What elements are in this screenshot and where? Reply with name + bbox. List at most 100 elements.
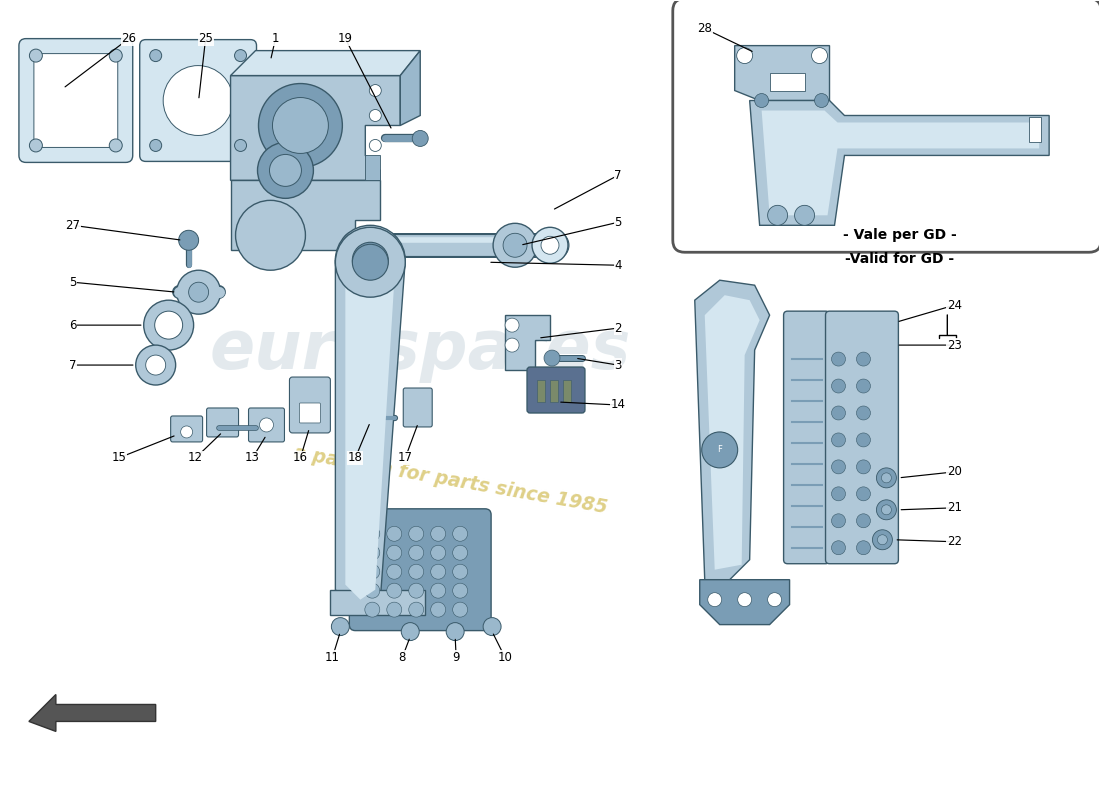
Polygon shape [761,110,1040,215]
Circle shape [857,460,870,474]
Circle shape [832,433,846,447]
Circle shape [737,48,752,63]
FancyBboxPatch shape [783,311,829,564]
Circle shape [144,300,194,350]
Circle shape [832,514,846,528]
Circle shape [878,534,888,545]
Text: 8: 8 [398,651,406,664]
Circle shape [352,242,388,278]
Circle shape [832,379,846,393]
Circle shape [857,406,870,420]
Circle shape [857,379,870,393]
Polygon shape [505,315,550,370]
Circle shape [857,433,870,447]
Text: 22: 22 [947,535,961,548]
FancyBboxPatch shape [350,509,491,630]
Circle shape [135,345,176,385]
FancyBboxPatch shape [34,54,118,147]
FancyBboxPatch shape [289,377,330,433]
Circle shape [431,583,446,598]
Circle shape [832,406,846,420]
Circle shape [857,541,870,554]
Circle shape [109,139,122,152]
Polygon shape [29,694,156,731]
Circle shape [336,227,405,297]
Bar [1030,118,1041,142]
Circle shape [832,460,846,474]
Bar [770,73,804,90]
Polygon shape [400,50,420,126]
Circle shape [453,546,468,560]
Circle shape [755,94,769,107]
Circle shape [794,206,814,226]
Circle shape [109,49,122,62]
Polygon shape [705,295,760,570]
Text: 14: 14 [610,398,626,411]
Circle shape [857,352,870,366]
Circle shape [453,564,468,579]
Text: 4: 4 [614,258,622,272]
Circle shape [872,530,892,550]
Circle shape [814,94,828,107]
Circle shape [150,139,162,151]
Circle shape [702,432,738,468]
Circle shape [493,223,537,267]
Circle shape [234,139,246,151]
Circle shape [453,526,468,542]
Circle shape [352,244,388,280]
FancyBboxPatch shape [404,388,432,427]
Circle shape [409,526,424,542]
Text: F: F [717,446,722,454]
Circle shape [431,526,446,542]
Circle shape [431,564,446,579]
Circle shape [257,142,314,198]
Text: 26: 26 [121,32,136,45]
Circle shape [387,602,402,617]
Circle shape [150,50,162,62]
Polygon shape [345,266,395,600]
Circle shape [387,583,402,598]
Circle shape [409,583,424,598]
Circle shape [505,338,519,352]
FancyBboxPatch shape [170,416,202,442]
Text: 2: 2 [614,322,622,334]
Text: 11: 11 [324,651,340,664]
Text: 21: 21 [947,502,961,514]
Polygon shape [231,180,381,250]
Circle shape [857,487,870,501]
Text: eurospares: eurospares [209,317,631,383]
Circle shape [180,426,192,438]
Circle shape [341,231,370,259]
Circle shape [409,602,424,617]
Circle shape [453,583,468,598]
Circle shape [812,48,827,63]
FancyBboxPatch shape [249,408,285,442]
Polygon shape [365,155,381,180]
Circle shape [503,234,527,258]
Circle shape [365,602,380,617]
Text: 24: 24 [947,298,961,312]
Text: 5: 5 [69,276,77,289]
Circle shape [877,500,896,520]
Circle shape [234,50,246,62]
Circle shape [260,418,274,432]
Circle shape [365,583,380,598]
FancyBboxPatch shape [673,0,1100,252]
Circle shape [505,318,519,332]
Polygon shape [336,260,405,610]
Text: 18: 18 [348,451,363,464]
Circle shape [541,236,559,254]
Text: 17: 17 [398,451,412,464]
Circle shape [431,602,446,617]
Text: 3: 3 [614,358,622,371]
Bar [550,380,558,402]
Circle shape [336,226,405,295]
Circle shape [409,564,424,579]
Text: 25: 25 [198,32,213,45]
Polygon shape [231,75,400,180]
Bar [563,380,571,402]
Polygon shape [695,280,770,580]
Circle shape [832,487,846,501]
Text: 13: 13 [245,451,260,464]
Circle shape [402,622,419,641]
